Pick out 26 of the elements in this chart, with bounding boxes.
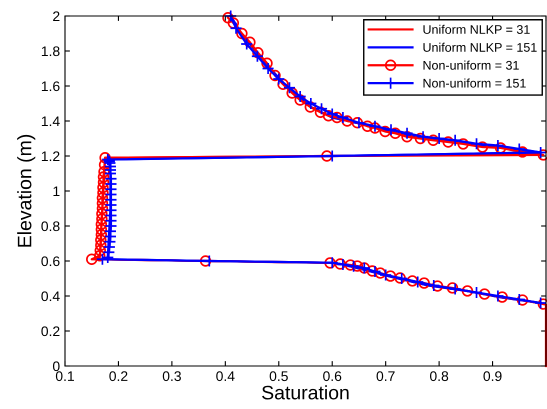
- y-tick-label: 2: [53, 11, 60, 22]
- y-tick-label: 0.4: [41, 291, 60, 302]
- y-axis-title: Elevation (m): [17, 134, 36, 247]
- legend-label: Uniform NLKP = 151: [423, 42, 537, 52]
- legend-label: Non-uniform = 151: [424, 78, 526, 88]
- x-tick-label: 0.5: [270, 371, 288, 382]
- y-tick-label: 1.2: [42, 151, 60, 162]
- x-axis-title: Saturation: [262, 385, 349, 400]
- x-tick-label: 0.2: [109, 371, 128, 382]
- x-tick-label: 0.7: [376, 371, 395, 382]
- y-tick-label: 0: [52, 361, 60, 372]
- x-tick-label: 0.8: [430, 371, 448, 382]
- y-tick-label: 1.6: [42, 81, 60, 92]
- y-tick-label: 0.8: [41, 221, 60, 232]
- x-tick-label: 0.6: [323, 371, 342, 382]
- y-tick-label: 0.2: [41, 326, 60, 336]
- x-tick-label: 0.4: [216, 371, 235, 382]
- x-tick-label: 0.9: [483, 371, 502, 382]
- y-tick-label: 1.8: [42, 46, 60, 56]
- x-tick-label: 0.1: [56, 371, 74, 382]
- legend-label: Uniform NLKP = 31: [423, 24, 530, 34]
- y-tick-label: 1.4: [42, 116, 60, 126]
- y-tick-label: 1: [53, 186, 60, 196]
- x-tick-label: 0.3: [162, 371, 181, 382]
- legend-label: Non-uniform = 31: [424, 60, 519, 70]
- y-tick-label: 0.6: [41, 256, 60, 266]
